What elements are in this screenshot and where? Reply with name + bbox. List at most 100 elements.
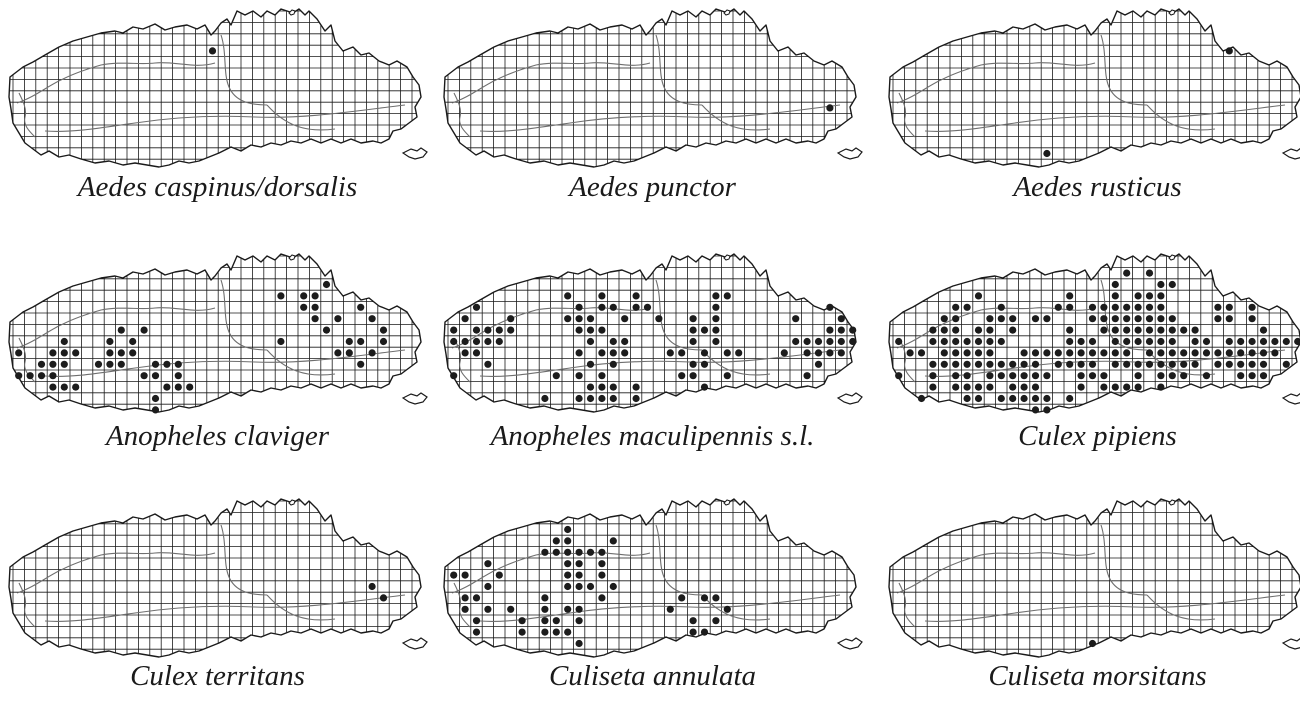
occurrence-dot bbox=[518, 617, 526, 625]
occurrence-dot bbox=[1294, 337, 1300, 346]
exclave-outline bbox=[401, 637, 428, 650]
occurrence-dot bbox=[368, 349, 376, 357]
occurrence-dot bbox=[940, 326, 948, 334]
internal-boundaries bbox=[16, 524, 406, 628]
occurrence-dot bbox=[986, 360, 994, 368]
occurrence-dot bbox=[1031, 349, 1040, 357]
occurrence-dot bbox=[929, 337, 937, 346]
occurrence-dot bbox=[1100, 303, 1108, 311]
species-name: Culex pipiens bbox=[1018, 420, 1177, 452]
occurrence-dot bbox=[655, 315, 663, 323]
occurrence-dot bbox=[1088, 360, 1097, 368]
boundary-line bbox=[44, 349, 406, 377]
occurrence-dot bbox=[1145, 349, 1154, 357]
occurrence-dot bbox=[1145, 326, 1154, 334]
occurrence-dot bbox=[106, 349, 114, 357]
boundary-line bbox=[16, 552, 216, 594]
occurrence-dot bbox=[495, 337, 503, 346]
region-outline bbox=[888, 8, 1300, 168]
occurrence-dot bbox=[940, 315, 948, 323]
occurrence-dot bbox=[1271, 349, 1279, 357]
occurrence-dot bbox=[564, 525, 572, 534]
flanders-grid-map bbox=[888, 498, 1300, 658]
occurrence-dot bbox=[586, 548, 595, 556]
boundary-line bbox=[655, 524, 703, 596]
boundary-line bbox=[701, 104, 771, 131]
boundary-line bbox=[18, 92, 36, 138]
occurrence-dot bbox=[1020, 372, 1028, 380]
occurrence-dot bbox=[1145, 303, 1154, 311]
occurrence-dot bbox=[986, 372, 994, 380]
occurrence-dot bbox=[1282, 360, 1290, 368]
occurrence-dot bbox=[15, 349, 23, 357]
boundary-line bbox=[924, 594, 1286, 622]
occurrence-dot bbox=[450, 571, 458, 579]
flanders-grid-map bbox=[8, 8, 428, 168]
occurrence-dot bbox=[963, 303, 971, 311]
occurrence-dot bbox=[1134, 292, 1142, 300]
occurrence-dot bbox=[1031, 394, 1040, 403]
occurrence-dot bbox=[712, 594, 720, 602]
occurrence-dot bbox=[1020, 383, 1028, 391]
occurrence-dot bbox=[575, 571, 583, 579]
occurrence-dot bbox=[609, 349, 617, 357]
occurrence-dot bbox=[1009, 383, 1017, 391]
occurrence-dot bbox=[1100, 383, 1108, 391]
distribution-map-panel: Anopheles claviger bbox=[5, 250, 430, 472]
occurrence-dot bbox=[700, 594, 709, 602]
exclave-outline bbox=[1281, 638, 1300, 650]
boundary-line bbox=[479, 594, 841, 622]
occurrence-dot bbox=[1020, 349, 1028, 357]
occurrence-dot bbox=[997, 394, 1005, 403]
exclave-outline bbox=[1281, 148, 1300, 160]
occurrence-dot bbox=[60, 360, 68, 368]
boundary-line bbox=[924, 104, 1286, 132]
occurrence-dot bbox=[575, 372, 583, 380]
occurrence-dot bbox=[1123, 269, 1131, 277]
occurrence-dot bbox=[1066, 292, 1074, 300]
occurrence-dot bbox=[586, 582, 595, 591]
occurrence-dot bbox=[552, 617, 560, 625]
occurrence-dot bbox=[723, 372, 731, 380]
enclave-outline bbox=[1168, 499, 1176, 506]
occurrence-dot bbox=[929, 326, 937, 334]
occurrence-dot bbox=[700, 628, 709, 636]
occurrence-dot bbox=[586, 315, 595, 323]
occurrence-dot bbox=[1157, 337, 1165, 346]
occurrence-dot bbox=[450, 326, 458, 334]
flanders-grid-map bbox=[443, 8, 863, 168]
occurrence-dot bbox=[1214, 315, 1222, 323]
occurrence-dot bbox=[334, 349, 342, 357]
occurrence-dot bbox=[117, 326, 125, 334]
occurrence-dot bbox=[368, 582, 376, 591]
occurrence-dot bbox=[345, 337, 353, 346]
occurrence-dot bbox=[952, 315, 960, 323]
occurrence-dots bbox=[368, 582, 388, 602]
occurrence-dot bbox=[1248, 303, 1256, 311]
occurrence-dot bbox=[598, 394, 606, 403]
occurrence-dot bbox=[541, 617, 549, 625]
region-fill bbox=[444, 254, 856, 412]
exclave-outline bbox=[401, 392, 428, 405]
internal-boundaries bbox=[16, 279, 406, 383]
occurrence-dot bbox=[598, 383, 606, 391]
internal-boundaries bbox=[16, 34, 406, 138]
occurrence-dot bbox=[484, 605, 492, 613]
region-fill bbox=[9, 9, 421, 167]
occurrence-dot bbox=[1145, 360, 1154, 368]
occurrence-dot bbox=[1202, 349, 1211, 357]
internal-boundaries bbox=[896, 524, 1286, 628]
occurrence-dot bbox=[689, 628, 697, 636]
occurrence-dot bbox=[723, 349, 731, 357]
occurrence-dot bbox=[1225, 315, 1233, 323]
boundary-line bbox=[655, 279, 703, 351]
occurrence-dot bbox=[60, 383, 68, 391]
boundary-line bbox=[655, 34, 703, 106]
occurrence-dot bbox=[1077, 372, 1085, 380]
region-fill bbox=[9, 499, 421, 657]
region-outline bbox=[443, 498, 857, 658]
occurrence-dot bbox=[598, 594, 606, 602]
occurrence-dot bbox=[929, 360, 937, 368]
occurrence-dot bbox=[632, 292, 640, 300]
occurrence-dot bbox=[803, 372, 811, 380]
